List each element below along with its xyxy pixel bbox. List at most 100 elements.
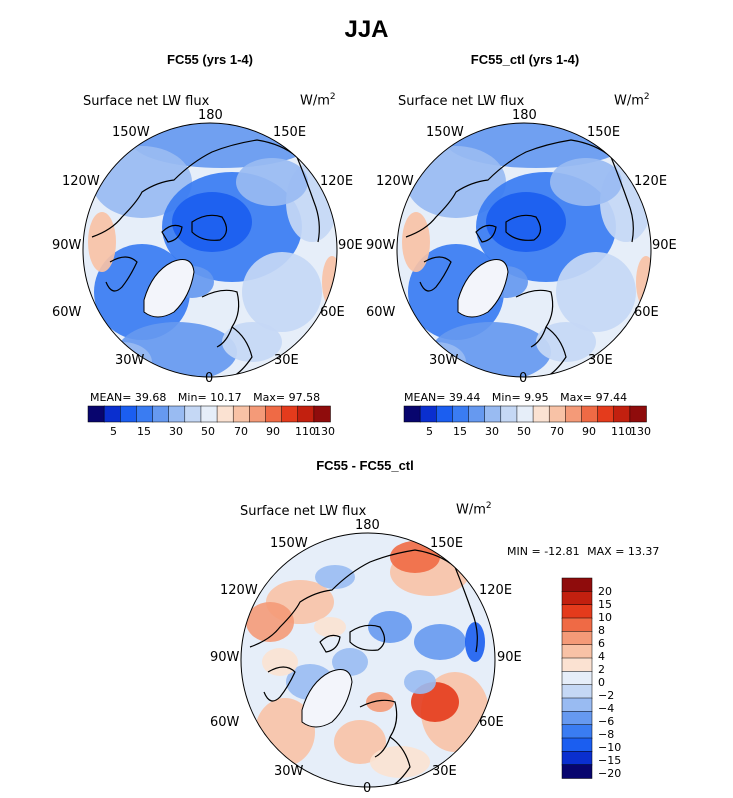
colorbar-swatch [561, 764, 593, 779]
field-region [236, 158, 308, 206]
coastline [454, 566, 478, 653]
colorbar-tick-label: −8 [598, 728, 615, 741]
panel3-lon-60e: 60E [479, 715, 504, 730]
colorbar-swatch [297, 405, 315, 423]
colorbar-tick-label: 15 [137, 425, 151, 438]
colorbar-swatch [561, 697, 593, 713]
coastline [505, 214, 542, 241]
colorbar-tick-label: 130 [630, 425, 651, 438]
field-region [368, 611, 412, 643]
colorbar-tick-label: −2 [598, 689, 615, 702]
colorbar-swatch [103, 405, 122, 423]
colorbar-swatch [561, 604, 593, 619]
panel2-lon-120w: 120W [376, 174, 414, 189]
panel2-lon-30e: 30E [588, 353, 613, 368]
colorbar-tick-label: 30 [169, 425, 183, 438]
colorbar-swatch [281, 405, 299, 423]
coastline [263, 666, 296, 702]
field-region [88, 212, 116, 272]
colorbar-swatch [419, 405, 438, 423]
panel2-lon-0: 0 [519, 371, 528, 386]
colorbar-swatch [200, 405, 218, 423]
panel1-lon-90w: 90W [52, 238, 82, 253]
field-region [404, 670, 436, 694]
panel2-colorbar-ticks: 5 15 30 50 70 90 110 130 [404, 425, 651, 441]
panel1-lon-120e: 120E [320, 174, 354, 189]
colorbar-swatch [249, 405, 267, 423]
colorbar-swatch [216, 405, 234, 423]
panel2-colorbar [403, 405, 647, 423]
panel3-lon-30e: 30E [432, 764, 457, 779]
coastline [161, 224, 183, 243]
colorbar-swatch [120, 405, 138, 423]
colorbar-swatch [597, 405, 615, 423]
coastline [349, 624, 386, 651]
colorbar-swatch [500, 405, 518, 423]
panel3-units: W/m2 [456, 501, 492, 518]
colorbar-tick-label: 130 [314, 425, 335, 438]
panel2-units: W/m2 [614, 92, 650, 109]
colorbar-tick-label: −6 [598, 715, 615, 728]
colorbar-swatch [436, 405, 454, 423]
coastline [91, 139, 298, 238]
colorbar-tick-label: −20 [598, 767, 622, 780]
colorbar-swatch [232, 405, 251, 423]
colorbar-swatch [403, 405, 421, 423]
panel3-title: FC55 - FC55_ctl [316, 458, 414, 473]
coastline [296, 156, 320, 243]
panel2-lon-90e: 90E [652, 238, 677, 253]
map-field [241, 533, 495, 787]
colorbar-swatch [565, 405, 583, 423]
field-region [332, 648, 368, 676]
panel1-lon-0: 0 [205, 371, 214, 386]
colorbar-swatch [468, 405, 486, 423]
colorbar-swatch [265, 405, 283, 423]
colorbar-swatch [484, 405, 502, 423]
colorbar-tick-label: 90 [582, 425, 596, 438]
field-region [486, 192, 566, 252]
colorbar-tick-label: 110 [611, 425, 632, 438]
colorbar-tick-label: 10 [598, 611, 612, 624]
colorbar-tick-label: 70 [550, 425, 564, 438]
panel3-lon-90e: 90E [497, 650, 522, 665]
colorbar-swatch [561, 684, 593, 699]
colorbar-tick-label: 5 [426, 425, 433, 438]
colorbar-tick-label: 8 [598, 624, 605, 637]
main-title: JJA [344, 16, 389, 43]
coastline [475, 224, 497, 243]
map-boundary [240, 532, 496, 788]
coastline [231, 326, 253, 377]
panel2-lon-60w: 60W [366, 305, 396, 320]
colorbar-swatch [561, 671, 593, 686]
panel1-lon-30e: 30E [274, 353, 299, 368]
coastline [191, 214, 228, 241]
field-region [246, 602, 294, 642]
panel1-polar-map [82, 122, 338, 378]
field-region [402, 212, 430, 272]
panel3-lon-150w: 150W [270, 536, 308, 551]
panel3-lon-120w: 120W [220, 583, 258, 598]
field-region [334, 720, 386, 764]
field-region [172, 192, 252, 252]
panel3-colorbar-ticks: 20 15 10 8 6 4 2 0 −2 −4 −6 −8 −10 −15 −… [598, 578, 638, 780]
colorbar-tick-label: 90 [266, 425, 280, 438]
colorbar-tick-label: 30 [485, 425, 499, 438]
colorbar-swatch [581, 405, 599, 423]
panel3-polar-map [240, 532, 496, 788]
field-region [370, 746, 430, 778]
panel1-lon-180: 180 [198, 108, 223, 123]
colorbar-swatch [87, 405, 105, 423]
coastline [201, 289, 240, 348]
colorbar-swatch [548, 405, 567, 423]
field-region [314, 617, 346, 637]
panel1-title: FC55 (yrs 1-4) [167, 52, 253, 67]
panel3-lon-120e: 120E [479, 583, 513, 598]
panel1-colorbar [87, 405, 331, 423]
panel2-lon-30w: 30W [429, 353, 459, 368]
colorbar-tick-label: 50 [201, 425, 215, 438]
field-region [222, 322, 282, 362]
colorbar-swatch [561, 737, 593, 753]
field-region [636, 256, 651, 308]
panel2-lon-180: 180 [512, 108, 537, 123]
colorbar-swatch [561, 751, 593, 766]
